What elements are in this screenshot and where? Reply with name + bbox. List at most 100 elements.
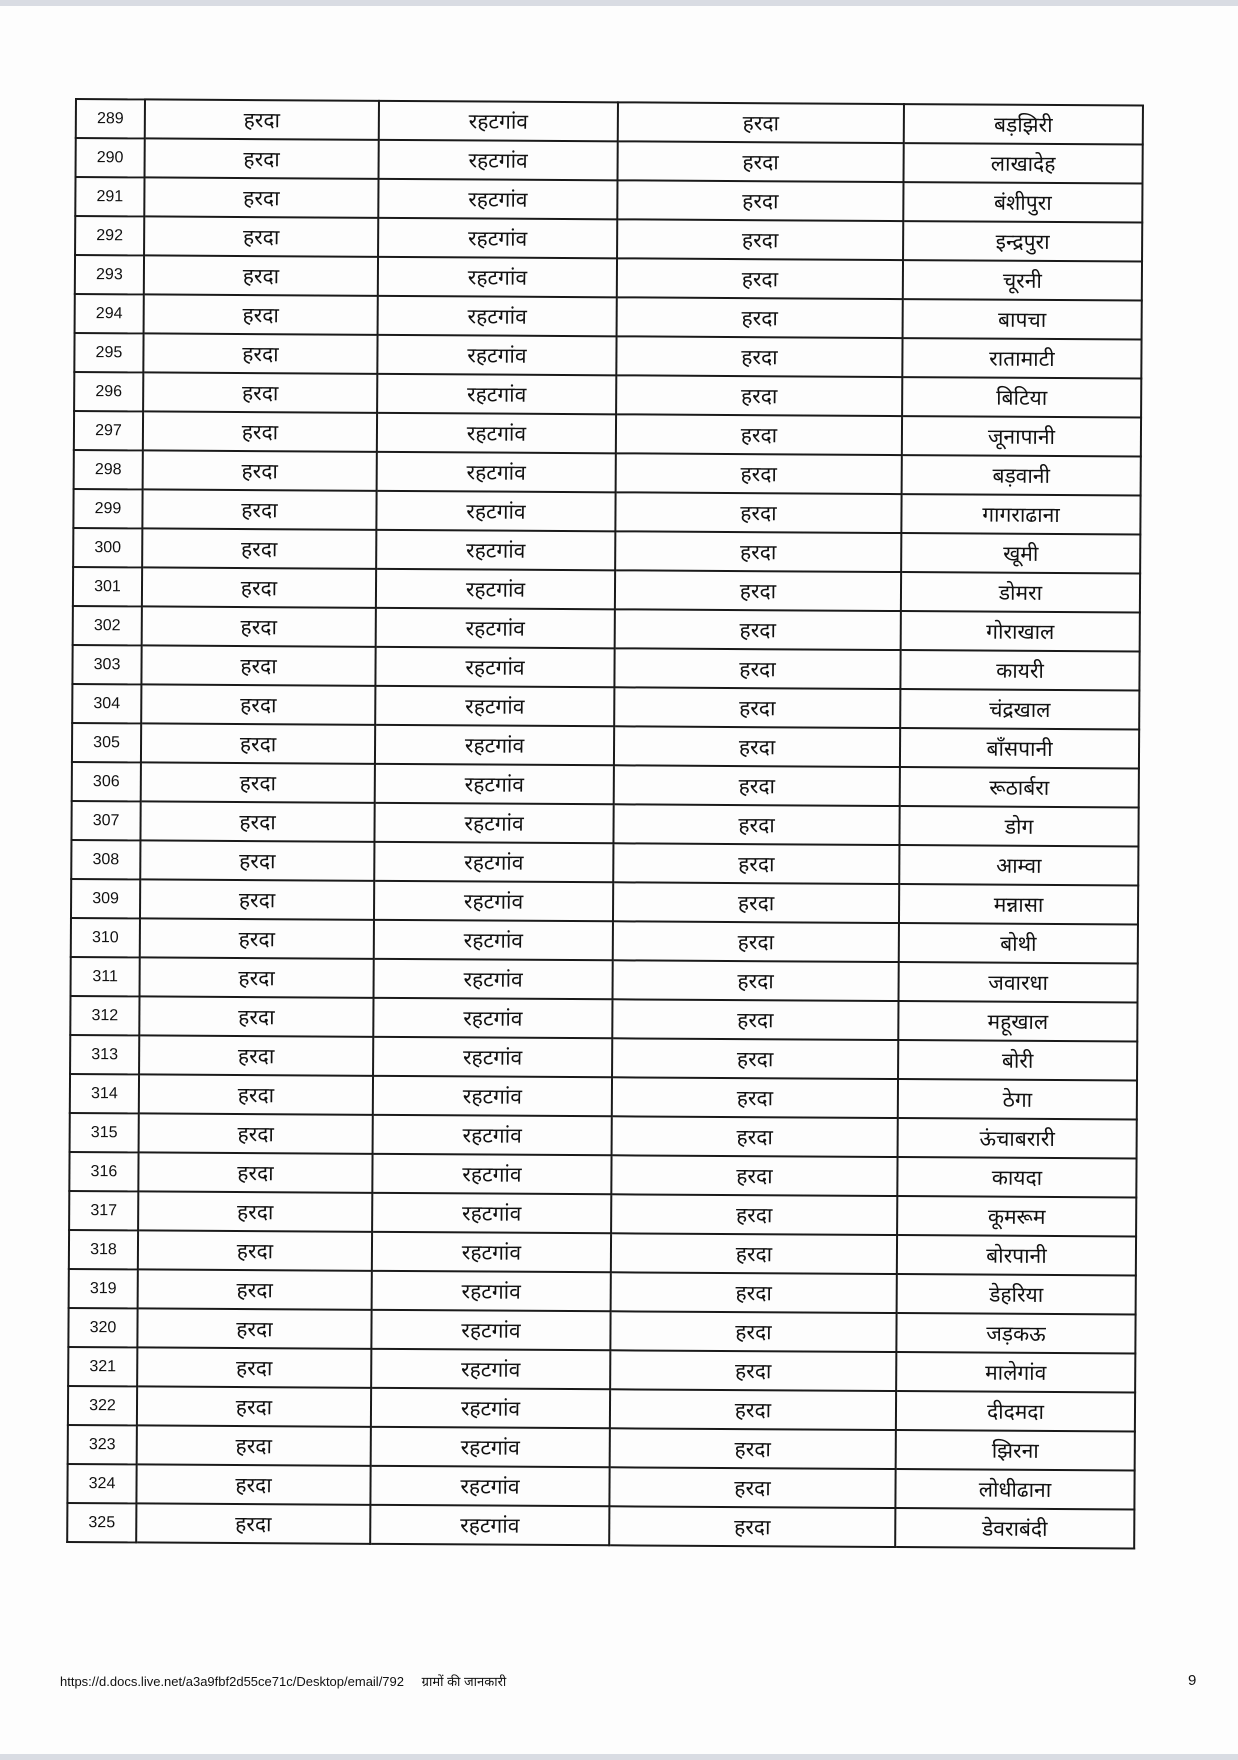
village-cell: डोग bbox=[899, 806, 1139, 847]
tehsil-cell: हरदा bbox=[615, 453, 902, 495]
block-cell: रहटगांव bbox=[376, 451, 616, 493]
village-cell: गागराढाना bbox=[901, 494, 1141, 535]
serial-number-cell: 289 bbox=[75, 99, 145, 139]
tehsil-cell: हरदा bbox=[611, 1155, 898, 1197]
block-cell: रहटगांव bbox=[378, 178, 618, 220]
village-cell: ठेगा bbox=[897, 1079, 1138, 1120]
serial-number-cell: 319 bbox=[68, 1268, 138, 1309]
serial-number-cell: 315 bbox=[69, 1112, 139, 1153]
district-cell: हरदा bbox=[141, 567, 377, 608]
serial-number-cell: 291 bbox=[75, 177, 145, 217]
table-row: 298 हरदा रहटगांव हरदा बड़वानी bbox=[73, 449, 1141, 496]
district-cell: हरदा bbox=[140, 840, 375, 881]
village-cell: झिरना bbox=[895, 1430, 1135, 1471]
serial-number-cell: 303 bbox=[72, 644, 142, 685]
block-cell: रहटगांव bbox=[371, 1270, 611, 1312]
table-row: 301 हरदा रहटगांव हरदा डोमरा bbox=[72, 566, 1141, 613]
village-cell: चूरनी bbox=[902, 260, 1143, 301]
district-cell: हरदा bbox=[141, 684, 376, 725]
serial-number-cell: 295 bbox=[74, 333, 144, 373]
district-cell: हरदा bbox=[140, 723, 376, 764]
tehsil-cell: हरदा bbox=[609, 1506, 896, 1548]
district-cell: हरदा bbox=[137, 1347, 372, 1388]
tehsil-cell: हरदा bbox=[614, 648, 901, 690]
district-cell: हरदा bbox=[137, 1308, 372, 1349]
page-footer: https://d.docs.live.net/a3a9fbf2d55ce71c… bbox=[60, 1672, 506, 1690]
table-row: 312 हरदा रहटगांव हरदा महूखाल bbox=[70, 995, 1138, 1042]
village-cell: बिटिया bbox=[902, 377, 1142, 418]
village-cell: इन्द्रपुरा bbox=[903, 221, 1143, 262]
serial-number-cell: 309 bbox=[70, 878, 141, 919]
tehsil-cell: हरदा bbox=[612, 999, 899, 1041]
tehsil-cell: हरदा bbox=[615, 414, 903, 456]
table-row: 290 हरदा रहटगांव हरदा लाखादेह bbox=[75, 138, 1143, 184]
block-cell: रहटगांव bbox=[374, 841, 614, 883]
serial-number-cell: 302 bbox=[72, 605, 142, 646]
village-cell: डोमरा bbox=[900, 572, 1141, 613]
district-cell: हरदा bbox=[142, 450, 377, 491]
serial-number-cell: 310 bbox=[70, 917, 140, 958]
serial-number-cell: 293 bbox=[74, 255, 145, 295]
village-cell: ऊंचाबरारी bbox=[897, 1118, 1137, 1159]
serial-number-cell: 316 bbox=[69, 1151, 139, 1192]
block-cell: रहटगांव bbox=[378, 217, 618, 259]
block-cell: रहटगांव bbox=[372, 1153, 612, 1195]
tehsil-cell: हरदा bbox=[614, 570, 902, 612]
table-row: 306 हरदा रहटगांव हरदा रूठार्बरा bbox=[71, 761, 1139, 808]
table-row: 308 हरदा रहटगांव हरदा आम्वा bbox=[71, 839, 1139, 886]
serial-number-cell: 304 bbox=[72, 683, 142, 724]
serial-number-cell: 318 bbox=[68, 1229, 139, 1270]
tehsil-cell: हरदा bbox=[609, 1389, 897, 1431]
tehsil-cell: हरदा bbox=[612, 882, 900, 924]
serial-number-cell: 313 bbox=[70, 1034, 140, 1075]
tehsil-cell: हरदा bbox=[617, 141, 904, 183]
village-cell: कायदा bbox=[897, 1157, 1137, 1198]
table-row: 299 हरदा रहटगांव हरदा गागराढाना bbox=[73, 488, 1141, 535]
block-cell: रहटगांव bbox=[371, 1348, 611, 1390]
page-number: 9 bbox=[1188, 1672, 1197, 1689]
block-cell: रहटगांव bbox=[370, 1387, 611, 1429]
village-cell: चंद्रखाल bbox=[900, 689, 1140, 730]
tehsil-cell: हरदा bbox=[612, 960, 899, 1002]
block-cell: रहटगांव bbox=[378, 139, 618, 181]
district-cell: हरदा bbox=[142, 528, 377, 569]
serial-number-cell: 314 bbox=[69, 1073, 140, 1114]
serial-number-cell: 299 bbox=[73, 488, 143, 529]
tehsil-cell: हरदा bbox=[616, 258, 904, 300]
village-cell: मन्नासा bbox=[898, 884, 1139, 925]
district-cell: हरदा bbox=[138, 1074, 374, 1115]
tehsil-cell: हरदा bbox=[611, 1077, 899, 1119]
district-cell: हरदा bbox=[144, 138, 379, 179]
village-cell: बोथी bbox=[898, 923, 1138, 964]
tehsil-cell: हरदा bbox=[609, 1467, 896, 1509]
village-cell: जूनापानी bbox=[901, 416, 1142, 457]
district-cell: हरदा bbox=[140, 762, 375, 803]
block-cell: रहटगांव bbox=[370, 1504, 610, 1546]
table-row: 297 हरदा रहटगांव हरदा जूनापानी bbox=[73, 411, 1142, 457]
table-row: 292 हरदा रहटगांव हरदा इन्द्रपुरा bbox=[75, 216, 1143, 262]
table-row: 302 हरदा रहटगांव हरदा गोराखाल bbox=[72, 605, 1140, 652]
block-cell: रहटगांव bbox=[374, 763, 614, 805]
village-cell: रातामाटी bbox=[902, 338, 1142, 379]
district-cell: हरदा bbox=[144, 177, 379, 218]
table-row: 318 हरदा रहटगांव हरदा बोरपानी bbox=[68, 1229, 1137, 1276]
village-cell: बोरपानी bbox=[896, 1235, 1137, 1276]
village-table: 289 हरदा रहटगांव हरदा बड़झिरी 290 हरदा रहटगांव ह… bbox=[66, 98, 1144, 1550]
district-cell: हरदा bbox=[144, 216, 379, 257]
tehsil-cell: हरदा bbox=[613, 804, 900, 846]
village-cell: डेहरिया bbox=[896, 1274, 1136, 1315]
tehsil-cell: हरदा bbox=[609, 1428, 896, 1470]
district-cell: हरदा bbox=[136, 1503, 371, 1544]
serial-number-cell: 298 bbox=[73, 449, 143, 490]
district-cell: हरदा bbox=[143, 372, 378, 413]
serial-number-cell: 323 bbox=[67, 1424, 137, 1465]
tehsil-cell: हरदा bbox=[613, 843, 900, 885]
serial-number-cell: 308 bbox=[71, 839, 141, 880]
district-cell: हरदा bbox=[137, 1230, 373, 1271]
village-cell: खूमी bbox=[901, 533, 1141, 574]
tehsil-cell: हरदा bbox=[611, 1194, 898, 1236]
village-cell: बड़झिरी bbox=[903, 104, 1143, 145]
district-cell: हरदा bbox=[143, 255, 379, 296]
block-cell: रहटगांव bbox=[371, 1231, 612, 1273]
block-cell: रहटगांव bbox=[377, 295, 617, 337]
